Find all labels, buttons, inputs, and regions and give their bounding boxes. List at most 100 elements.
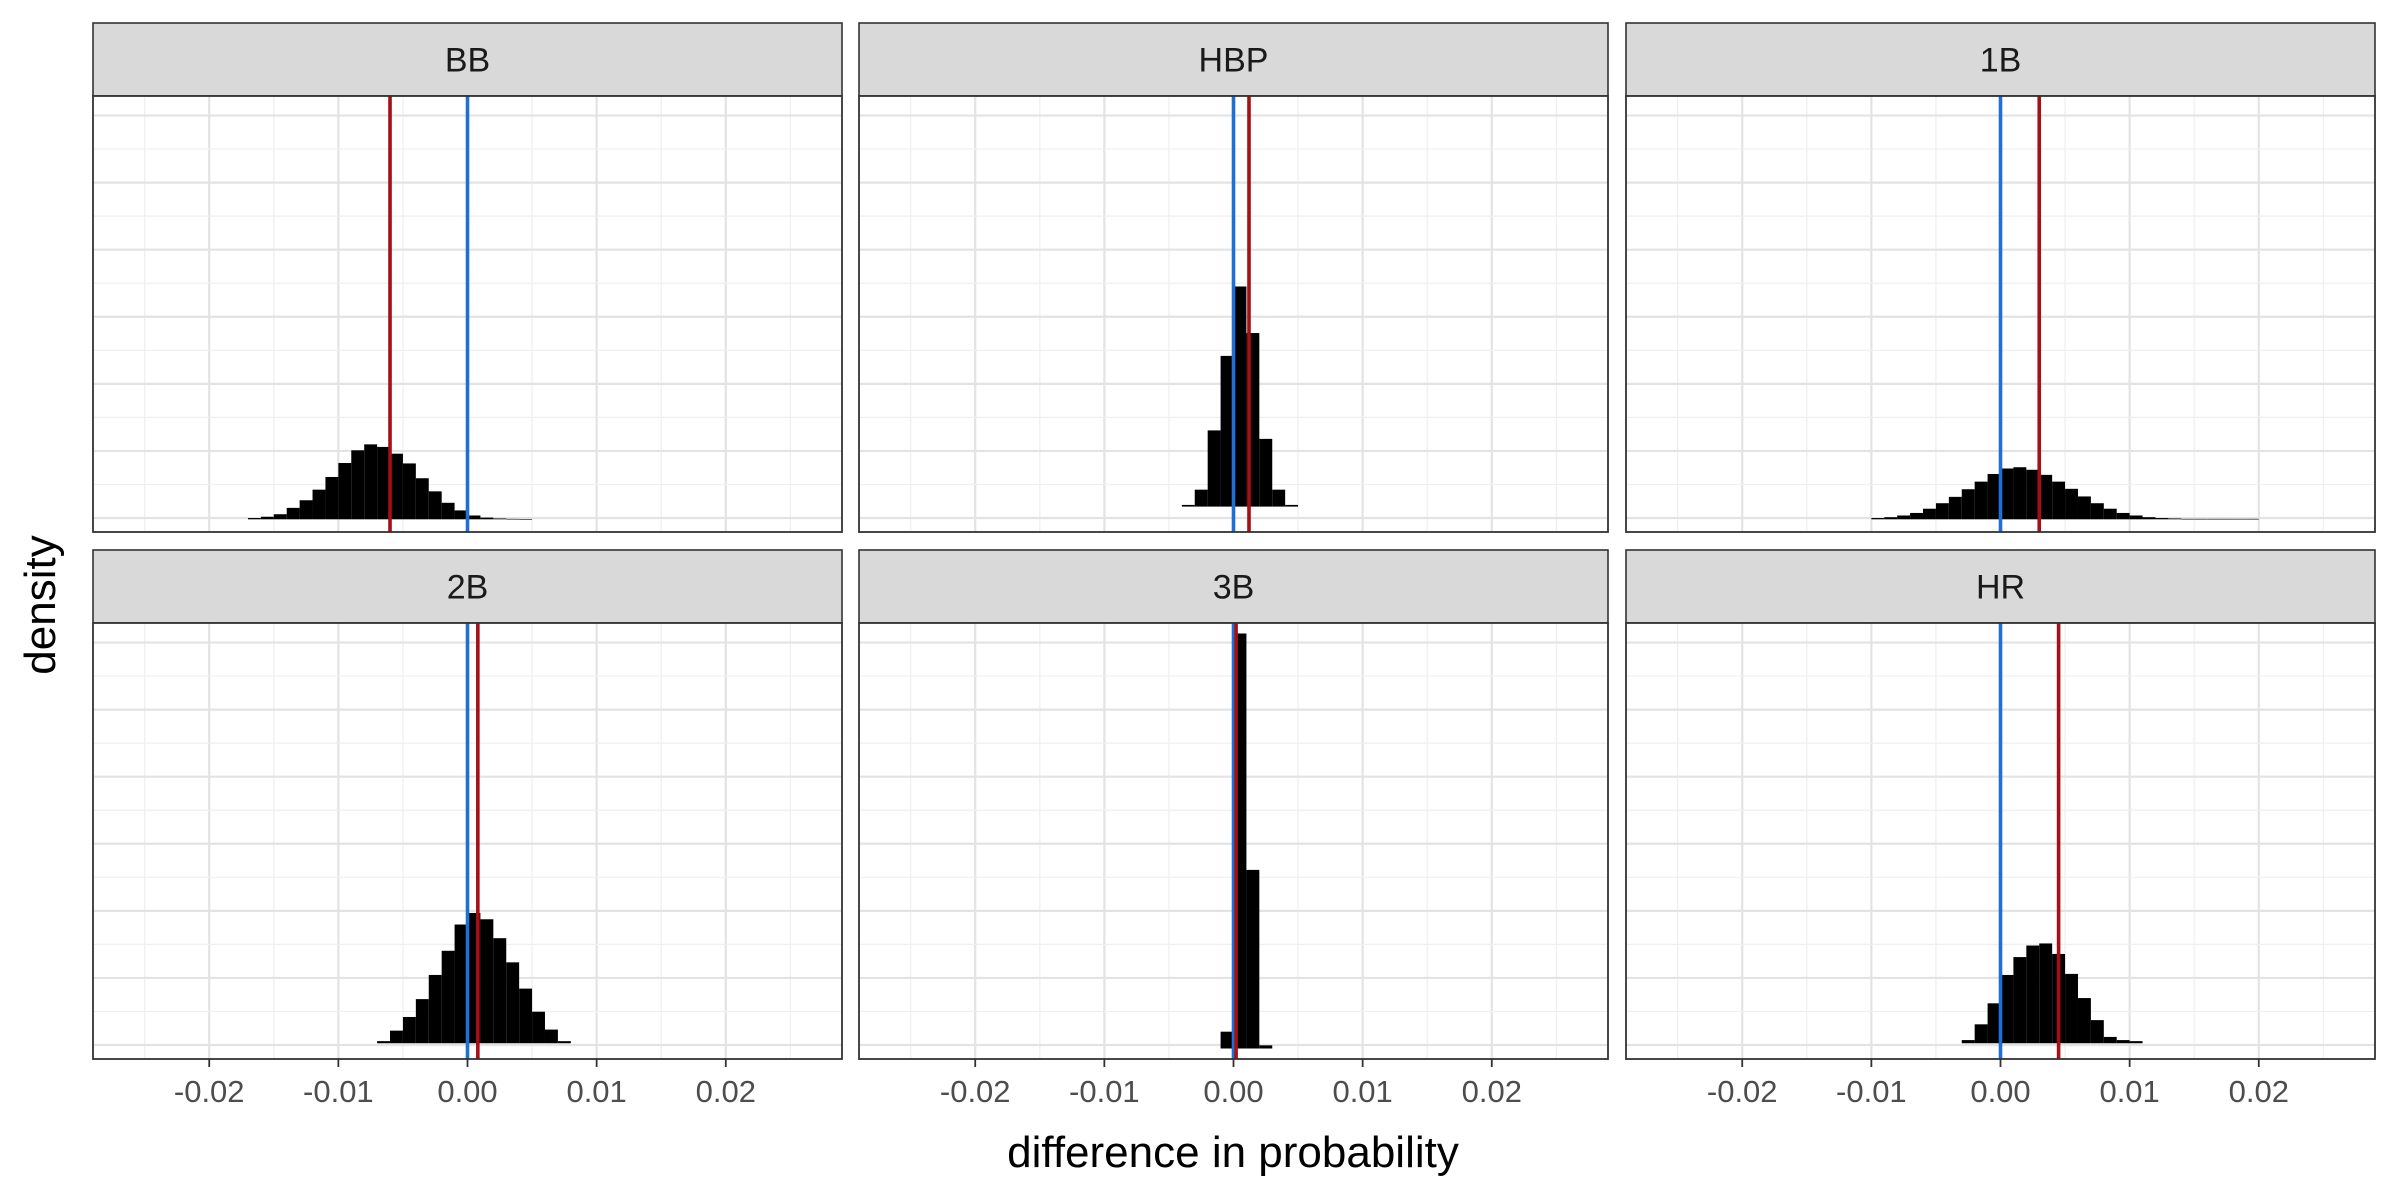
panel-strip — [92, 549, 843, 624]
x-tick-label: -0.01 — [303, 1074, 374, 1109]
histogram-bar — [1884, 517, 1898, 520]
histogram-bar — [1935, 503, 1949, 520]
panel-border — [858, 95, 1609, 533]
x-tick-label: 0.02 — [1462, 1074, 1522, 1109]
histogram-bar — [273, 514, 287, 520]
x-tick-label: -0.02 — [1707, 1074, 1778, 1109]
histogram-bar — [2065, 973, 2078, 1044]
panel-hr: HR -0.02 -0.01 0.00 0.01 0.02 — [1625, 549, 2376, 1109]
histogram-bar — [2077, 496, 2091, 520]
histogram-bar — [1220, 1031, 1234, 1049]
histogram-bar — [377, 446, 391, 520]
x-tick-label: 0.00 — [1203, 1074, 1263, 1109]
histogram-bar — [1233, 286, 1247, 507]
histogram-bar — [2194, 518, 2208, 520]
histogram-bar — [2103, 1036, 2117, 1044]
histogram-bar — [2013, 957, 2027, 1044]
histogram-bar — [454, 510, 468, 520]
histogram-bar — [2220, 518, 2233, 520]
histogram-bar — [480, 919, 494, 1044]
histogram-bar — [1923, 508, 1936, 520]
histogram-bar — [2013, 467, 2027, 520]
histogram-bar — [1974, 481, 1988, 520]
histogram-bar — [2181, 518, 2195, 520]
histogram-bar — [402, 1016, 416, 1044]
histogram-bar — [338, 463, 352, 520]
panel-strip-label: BB — [445, 42, 490, 80]
panel-strip — [1625, 22, 2376, 97]
x-tick-label: 0.01 — [2099, 1074, 2159, 1109]
x-axis-title: difference in probability — [1007, 1128, 1459, 1177]
x-tick-label: -0.01 — [1069, 1074, 1140, 1109]
histogram-bar — [1974, 1024, 1988, 1044]
histogram-bar — [351, 450, 365, 520]
x-tick-label: 0.02 — [696, 1074, 756, 1109]
histogram-bar — [2026, 945, 2040, 1044]
histogram-bar — [1220, 355, 1234, 507]
histogram-bar — [2039, 943, 2053, 1044]
histogram-bar — [325, 476, 339, 520]
panel-strip — [1625, 549, 2376, 624]
panel-1b: 1B — [1625, 22, 2376, 533]
histogram-bar — [2232, 518, 2246, 520]
panel-strip — [92, 22, 843, 97]
histogram-bar — [1897, 515, 1911, 520]
panel-strip-label: 3B — [1213, 569, 1255, 607]
histogram-bar — [2090, 1020, 2104, 1044]
x-tick-label: 0.01 — [566, 1074, 626, 1109]
histogram-bar — [519, 519, 533, 520]
panel-2b: 2B -0.02 -0.01 0.00 0.01 0.02 — [92, 549, 843, 1109]
panel-strip-label: HR — [1976, 569, 2025, 607]
histogram-bar — [390, 1030, 403, 1044]
x-tick-label: 0.00 — [1970, 1074, 2030, 1109]
histogram-bar — [1285, 504, 1299, 507]
histogram-bar — [441, 502, 455, 520]
histogram-bar — [2207, 518, 2221, 520]
histogram-bar — [415, 999, 429, 1044]
histogram-bar — [544, 1029, 558, 1044]
histogram-bar — [1259, 438, 1273, 507]
histogram-bar — [415, 478, 429, 520]
histogram-bar — [2129, 515, 2143, 520]
histogram-bar — [1207, 430, 1221, 507]
histogram-bar — [2039, 474, 2053, 520]
histogram-bar — [2000, 974, 2014, 1044]
histogram-bar — [2065, 488, 2078, 520]
histogram-bar — [428, 491, 442, 520]
histogram-bar — [428, 974, 442, 1044]
panel-hbp: HBP — [858, 22, 1609, 533]
histogram-bar — [1871, 518, 1885, 520]
histogram-bar — [1272, 489, 1286, 507]
histogram-bar — [532, 1011, 545, 1044]
histogram-bar — [2168, 518, 2182, 520]
histogram-bar — [2090, 503, 2104, 520]
histogram-bar — [2245, 518, 2259, 520]
histogram-bar — [2129, 1041, 2143, 1044]
panel-border — [1625, 95, 2376, 533]
panel-bb: BB — [92, 22, 843, 533]
histogram-bar — [2077, 998, 2091, 1044]
histogram-bar — [377, 1041, 391, 1044]
chart-panels: BB HBP 1B 2B -0.02 -0.01 0.00 0.01 0.02 3B -0.02 -0… — [92, 22, 2376, 1109]
histogram-bar — [260, 516, 274, 520]
histogram-bar — [312, 489, 326, 520]
panel-strip-label: 2B — [447, 569, 489, 607]
histogram-bar — [390, 453, 403, 520]
histogram-bar — [364, 444, 378, 520]
panel-3b: 3B -0.02 -0.01 0.00 0.01 0.02 — [858, 549, 1609, 1109]
x-tick-label: -0.01 — [1836, 1074, 1907, 1109]
histogram-bar — [2000, 468, 2014, 520]
histogram-bar — [493, 938, 507, 1044]
histogram-bar — [2142, 517, 2156, 520]
histogram-bar — [1246, 869, 1260, 1049]
histogram-bar — [247, 518, 261, 520]
histogram-bar — [1910, 512, 1924, 520]
histogram-bar — [2155, 518, 2169, 520]
x-tick-label: -0.02 — [174, 1074, 245, 1109]
histogram-bar — [1259, 1045, 1273, 1049]
histogram-bar — [1194, 489, 1208, 507]
histogram-bar — [2052, 481, 2066, 520]
panel-border — [92, 95, 843, 533]
histogram-bar — [1181, 504, 1195, 507]
